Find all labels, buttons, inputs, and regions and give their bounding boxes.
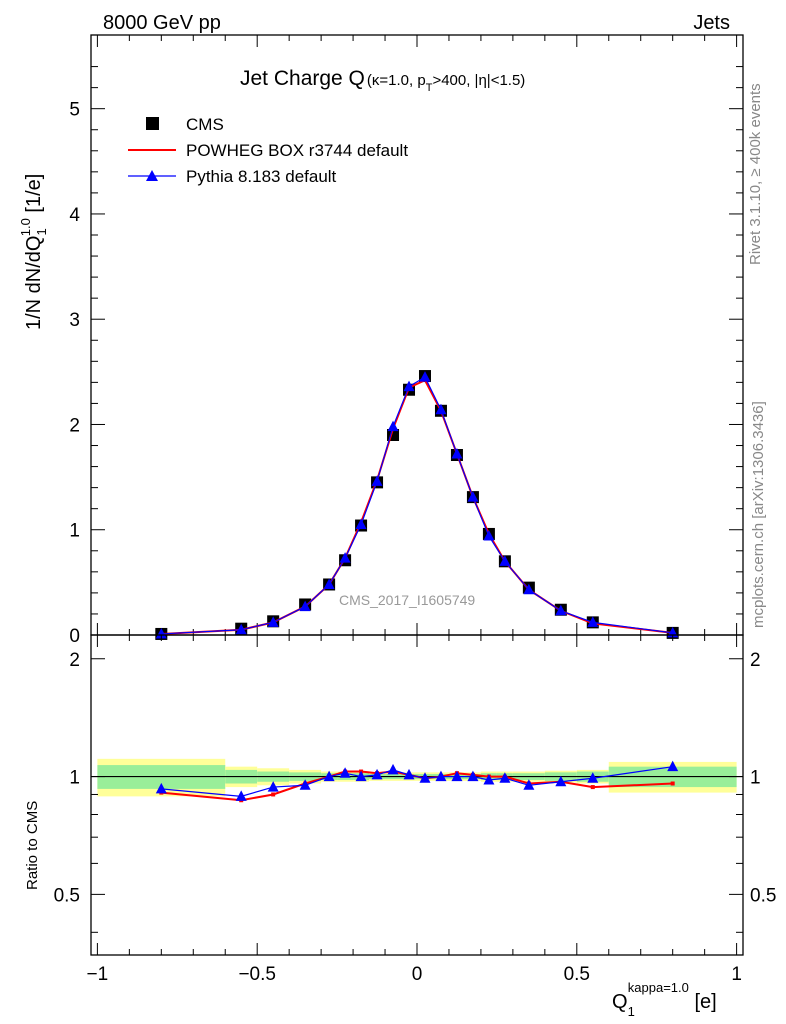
- pythia-ratio-point: [155, 782, 167, 794]
- x-tick-label: 1: [731, 964, 742, 985]
- powheg-ratio-point: [590, 785, 595, 790]
- pythia-point: [323, 578, 335, 589]
- mcplots-text: mcplots.cern.ch [arXiv:1306.3436]: [750, 401, 767, 628]
- pythia-ratio-point: [587, 772, 599, 783]
- legend-label-powheg: POWHEG BOX r3744 default: [186, 141, 408, 160]
- rivet-version-text: Rivet 3.1.10, ≥ 400k events: [747, 83, 764, 265]
- pythia-ratio-point: [299, 779, 311, 790]
- ratio-y-tick-label-right: 0.5: [750, 885, 776, 906]
- pythia-ratio-point: [435, 770, 447, 782]
- y-tick-label: 4: [69, 205, 80, 226]
- pythia-ratio-point: [467, 770, 479, 782]
- x-tick-label: 0.5: [564, 964, 590, 985]
- pythia-point: [483, 530, 495, 541]
- pythia-point: [523, 583, 535, 595]
- pythia-point: [499, 555, 511, 566]
- legend: CMS POWHEG BOX r3744 default Pythia 8.18…: [128, 115, 408, 186]
- pythia-point: [267, 616, 279, 627]
- pythia-ratio-point: [323, 770, 335, 782]
- pythia-line: [161, 376, 673, 635]
- pythia-point: [555, 604, 567, 616]
- pythia-ratio-point: [371, 768, 383, 780]
- ratio-bands: [91, 758, 743, 797]
- pythia-point: [467, 491, 479, 502]
- pythia-point: [355, 518, 367, 529]
- x-tick-label: −0.5: [238, 964, 276, 985]
- pythia-ratio-point: [451, 770, 463, 782]
- header-right: Jets: [693, 12, 730, 34]
- ratio-y-tick-label: 0.5: [54, 885, 80, 906]
- pythia-ratio-point: [499, 772, 511, 783]
- x-tick-label: 0: [412, 964, 423, 985]
- y-tick-label: 5: [69, 100, 80, 121]
- pythia-ratio-point: [235, 790, 247, 801]
- pythia-ratio-point: [555, 775, 567, 787]
- ratio-y-tick-label: 1: [69, 768, 80, 789]
- pythia-point: [155, 627, 167, 639]
- pythia-ratio-point: [523, 779, 535, 790]
- pythia-point: [299, 600, 311, 612]
- pythia-ratio-point: [483, 773, 495, 785]
- y-axis-label-ratio: Ratio to CMS: [24, 801, 41, 890]
- ratio-y-tick-label-right: 1: [750, 768, 761, 789]
- pythia-ratio-point: [387, 763, 399, 775]
- y-tick-label: 0: [69, 626, 80, 647]
- pythia-point: [451, 447, 463, 459]
- ratio-y-tick-label-right: 2: [750, 650, 761, 671]
- y-tick-label: 1: [69, 521, 80, 542]
- legend-label-pythia: Pythia 8.183 default: [186, 167, 337, 186]
- y-tick-label: 3: [69, 310, 80, 331]
- powheg-ratio-point: [271, 792, 276, 797]
- x-axis-label: Q1kappa=1.0 [e]: [612, 980, 717, 1019]
- pythia-point: [419, 371, 431, 382]
- ratio-axes: −1 −0.5 0 0.5 1 0.5 0.5 1 1 2 2: [54, 634, 776, 985]
- pythia-point: [371, 475, 383, 486]
- pythia-ratio-point: [667, 760, 679, 772]
- x-tick-label: −1: [87, 964, 109, 985]
- plot-title: Jet Charge Q (κ=1.0, pT>400, |η|<1.5): [240, 67, 525, 94]
- pythia-ratio-point: [403, 768, 415, 780]
- pythia-ratio-point: [339, 767, 351, 778]
- pythia-ratio-point: [419, 772, 431, 783]
- legend-marker-pythia: [146, 170, 158, 181]
- pythia-ratio-point: [267, 781, 279, 792]
- pythia-point: [339, 552, 351, 563]
- ratio-series: [155, 760, 679, 803]
- ratio-y-tick-label: 2: [69, 650, 80, 671]
- pythia-ratio-point: [355, 770, 367, 782]
- pythia-point: [387, 420, 399, 432]
- y-axis-label-main: 1/N dN/dQ11.0 [1/e]: [18, 174, 49, 330]
- y-tick-label: 2: [69, 415, 80, 436]
- pythia-ratio-line: [161, 766, 673, 797]
- header-left: 8000 GeV pp: [103, 12, 221, 34]
- pythia-point: [435, 403, 447, 415]
- pythia-point: [403, 380, 415, 392]
- analysis-watermark: CMS_2017_I1605749: [339, 592, 475, 608]
- legend-label-cms: CMS: [186, 115, 224, 134]
- powheg-ratio-point: [670, 781, 675, 786]
- legend-marker-cms: [146, 117, 159, 130]
- pythia-point: [587, 616, 599, 627]
- pythia-point: [235, 623, 247, 635]
- main-series: [155, 370, 679, 640]
- main-axes: 0 1 2 3 4 5: [69, 34, 744, 647]
